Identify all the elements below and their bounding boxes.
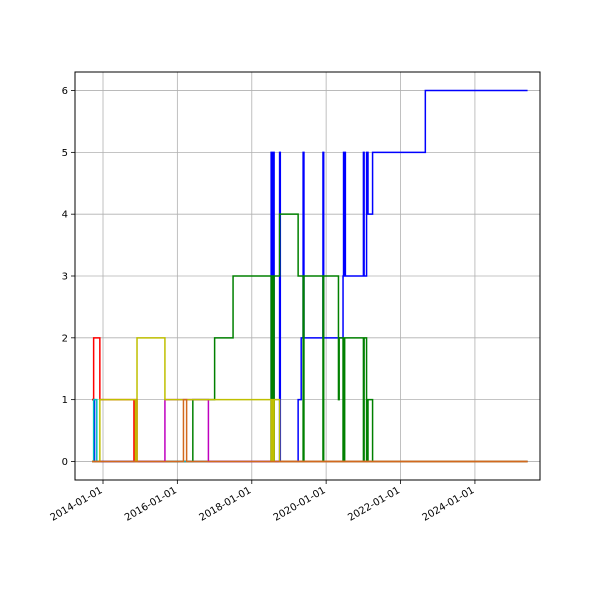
series-line-4	[92, 398, 528, 463]
y-tick-label: 1	[62, 395, 68, 406]
y-tick-label: 0	[62, 457, 68, 468]
x-tick-label: 2024-01-01	[421, 485, 477, 524]
y-tick-label: 4	[62, 210, 68, 221]
y-tick-label: 2	[62, 333, 68, 344]
x-tick-label: 2018-01-01	[197, 485, 253, 524]
series-line-7	[92, 398, 528, 463]
y-axis: 0 1 2 3 4 5 6	[62, 86, 75, 468]
series-lines	[92, 89, 528, 463]
series-line-5	[92, 398, 528, 463]
x-tick-label: 2020-01-01	[272, 485, 328, 524]
x-tick-label: 2022-01-01	[346, 485, 402, 524]
y-tick-label: 3	[62, 272, 68, 283]
x-tick-label: 2016-01-01	[123, 485, 179, 524]
y-tick-label: 6	[62, 86, 68, 97]
x-tick-label: 2014-01-01	[49, 485, 105, 524]
y-tick-label: 5	[62, 148, 68, 159]
x-axis: 2014-01-01 2016-01-01 2018-01-01 2020-01-01…	[49, 480, 477, 524]
series-line-1	[92, 89, 528, 463]
